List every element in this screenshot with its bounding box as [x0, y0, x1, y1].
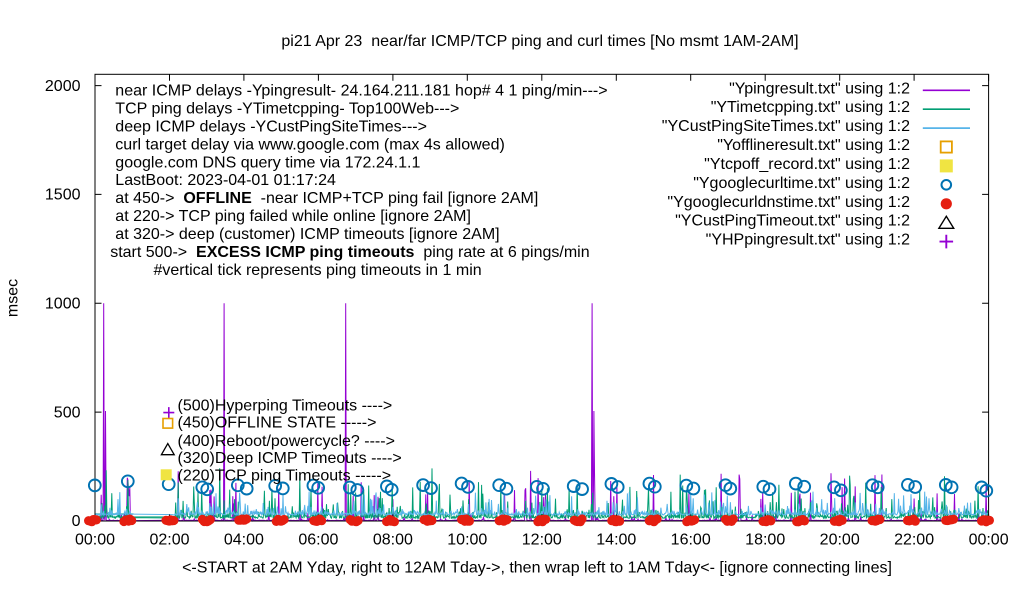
svg-text:"Ypingresult.txt" using 1:2: "Ypingresult.txt" using 1:2 — [729, 80, 910, 97]
svg-text:22:00: 22:00 — [894, 532, 934, 549]
svg-text:1000: 1000 — [45, 295, 81, 312]
svg-text:pi21 Apr 23 near/far ICMP/TCP: pi21 Apr 23 near/far ICMP/TCP ping and c… — [281, 33, 798, 50]
svg-text:deep ICMP delays -YCustPingSit: deep ICMP delays -YCustPingSiteTimes---> — [115, 118, 427, 135]
svg-text:"YCustPingSiteTimes.txt" using: "YCustPingSiteTimes.txt" using 1:2 — [662, 118, 910, 135]
svg-text:near ICMP delays -Ypingresult-: near ICMP delays -Ypingresult- 24.164.21… — [115, 83, 607, 100]
svg-text:(320)Deep ICMP Timeouts ---->: (320)Deep ICMP Timeouts ----> — [178, 450, 402, 467]
svg-text:(450)OFFLINE STATE ----->: (450)OFFLINE STATE -----> — [178, 415, 377, 432]
svg-text:google.com DNS query time via: google.com DNS query time via 172.24.1.1 — [115, 154, 420, 171]
svg-text:00:00: 00:00 — [75, 532, 115, 549]
svg-text:#vertical tick represents ping: #vertical tick represents ping timeouts … — [154, 262, 482, 279]
svg-text:12:00: 12:00 — [522, 532, 562, 549]
svg-text:20:00: 20:00 — [820, 532, 860, 549]
svg-text:1500: 1500 — [45, 187, 81, 204]
svg-text:06:00: 06:00 — [298, 532, 338, 549]
svg-text:500: 500 — [54, 404, 81, 421]
svg-text:at 220-> TCP ping failed while: at 220-> TCP ping failed while online [i… — [115, 208, 471, 225]
svg-text:at 320-> deep (customer) ICMP: at 320-> deep (customer) ICMP timeouts [… — [115, 226, 499, 243]
svg-text:14:00: 14:00 — [596, 532, 636, 549]
svg-text:"Ygooglecurltime.txt" using 1:: "Ygooglecurltime.txt" using 1:2 — [693, 175, 910, 192]
svg-text:LastBoot: 2023-04-01 01:17:24: LastBoot: 2023-04-01 01:17:24 — [115, 172, 336, 189]
svg-text:10:00: 10:00 — [447, 532, 487, 549]
svg-text:(220)TCP ping Timeouts ----->: (220)TCP ping Timeouts -----> — [178, 468, 392, 485]
svg-text:"YHPpingresult.txt" using 1:2: "YHPpingresult.txt" using 1:2 — [706, 232, 910, 249]
svg-text:<-START at 2AM Yday, right to: <-START at 2AM Yday, right to 12AM Tday-… — [182, 560, 892, 577]
svg-text:TCP ping delays -YTimetcpping-: TCP ping delays -YTimetcpping- Top100Web… — [115, 101, 459, 118]
svg-text:"YCustPingTimeout.txt" using 1: "YCustPingTimeout.txt" using 1:2 — [675, 213, 910, 230]
svg-text:02:00: 02:00 — [149, 532, 189, 549]
svg-text:0: 0 — [72, 513, 81, 530]
svg-text:"YTimetcpping.txt" using 1:2: "YTimetcpping.txt" using 1:2 — [711, 99, 910, 116]
svg-text:2000: 2000 — [45, 78, 81, 95]
svg-text:start 500-> EXCESS ICMP ping: start 500-> EXCESS ICMP ping timeouts pi… — [110, 244, 589, 261]
svg-text:18:00: 18:00 — [745, 532, 785, 549]
svg-text:"Ygooglecurldnstime.txt" using: "Ygooglecurldnstime.txt" using 1:2 — [667, 194, 910, 211]
svg-text:at 450-> OFFLINE -near ICMP+: at 450-> OFFLINE -near ICMP+TCP ping fai… — [115, 190, 538, 207]
svg-text:"Ytcpoff_record.txt" using 1:2: "Ytcpoff_record.txt" using 1:2 — [704, 156, 910, 173]
svg-text:00:00: 00:00 — [969, 532, 1009, 549]
svg-text:08:00: 08:00 — [373, 532, 413, 549]
svg-text:(400)Reboot/powercycle? ---->: (400)Reboot/powercycle? ----> — [178, 433, 395, 450]
svg-text:"Yofflineresult.txt" using 1:2: "Yofflineresult.txt" using 1:2 — [717, 137, 910, 154]
svg-text:(500)Hyperping Timeouts ---->: (500)Hyperping Timeouts ----> — [178, 397, 393, 414]
svg-text:04:00: 04:00 — [224, 532, 264, 549]
svg-text:curl target delay via www.goog: curl target delay via www.google.com (ma… — [115, 136, 505, 153]
svg-text:16:00: 16:00 — [671, 532, 711, 549]
svg-text:msec: msec — [5, 279, 22, 317]
